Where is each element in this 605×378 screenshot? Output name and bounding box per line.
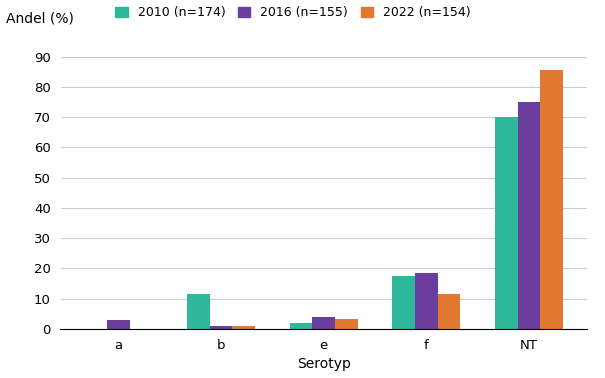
Bar (437, 294, 460, 329)
X-axis label: Serotyp: Serotyp (296, 357, 351, 371)
Text: Andel (%): Andel (%) (6, 11, 74, 25)
Bar (232, 327, 255, 329)
Bar (290, 323, 312, 329)
Bar (210, 326, 232, 329)
Bar (540, 70, 563, 329)
Bar (518, 102, 540, 329)
Bar (187, 294, 210, 329)
Legend: 2010 (n=174), 2016 (n=155), 2022 (n=154): 2010 (n=174), 2016 (n=155), 2022 (n=154) (115, 6, 471, 19)
Bar (415, 273, 437, 329)
Bar (107, 320, 129, 329)
Bar (495, 117, 518, 329)
Bar (312, 317, 335, 329)
Bar (335, 319, 358, 329)
Bar (393, 276, 415, 329)
